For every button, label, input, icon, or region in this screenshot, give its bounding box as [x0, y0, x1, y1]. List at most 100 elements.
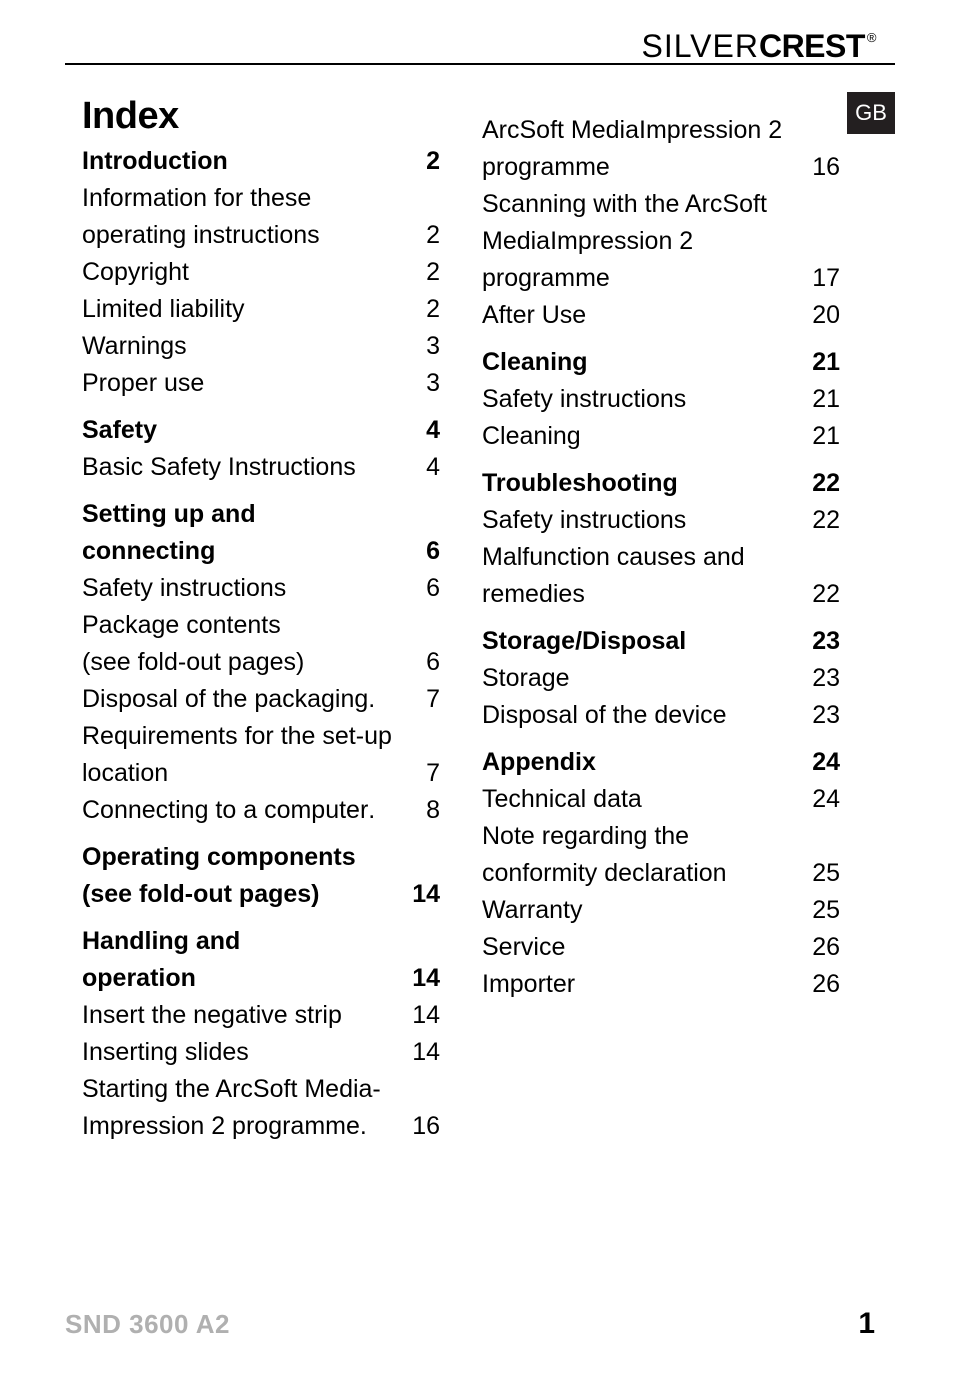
toc-entry-page: 23: [810, 660, 840, 697]
toc-entry: Copyright2: [82, 254, 440, 291]
toc-entry: programme16: [482, 149, 840, 186]
toc-entry: (see fold-out pages) 14: [82, 876, 440, 913]
toc-line: Scanning with the ArcSoft: [482, 186, 840, 223]
toc-line: Requirements for the set-up: [82, 718, 440, 755]
toc-entry-label: Safety instructions: [82, 570, 286, 607]
brand-part2: CREST: [759, 28, 865, 64]
header-rule: [65, 63, 895, 65]
toc-entry-label: Disposal of the device: [482, 697, 727, 734]
toc-entry-page: 16: [410, 1108, 440, 1145]
toc-entry-label: Safety instructions: [482, 381, 686, 418]
toc-entry-page: 6: [424, 533, 440, 570]
toc-line: Information for these: [82, 180, 440, 217]
toc-entry: Warranty 25: [482, 892, 840, 929]
toc-entry-label: Limited liability: [82, 291, 245, 328]
toc-entry-label: Impression 2 programme: [82, 1108, 360, 1145]
toc-entry: Basic Safety Instructions 4: [82, 449, 440, 486]
toc-entry-page: 8: [424, 792, 440, 829]
toc-entry-page: 4: [424, 449, 440, 486]
toc-entry-label: location: [82, 755, 168, 792]
toc-entry-label: Basic Safety Instructions: [82, 449, 356, 486]
toc-entry-label: After Use: [482, 297, 586, 334]
toc-entry-label: Technical data: [482, 781, 642, 818]
toc-entry-label: Warnings: [82, 328, 187, 365]
toc-entry-label: Service: [482, 929, 565, 966]
toc-entry-page: 24: [810, 781, 840, 818]
toc-entry: connecting 6: [82, 533, 440, 570]
toc-entry-label: programme: [482, 260, 610, 297]
toc-entry-label: Appendix: [482, 744, 596, 781]
brand-logo: SILVERCREST®: [642, 28, 876, 65]
toc-entry: Introduction2: [82, 143, 440, 180]
toc-entry: Safety instructions22: [482, 502, 840, 539]
toc-entry-page: 22: [810, 576, 840, 613]
toc-entry-page: 24: [810, 744, 840, 781]
footer: SND 3600 A2 1: [65, 1307, 875, 1341]
page-number: 1: [858, 1307, 875, 1341]
toc-entry-label: (see fold-out pages): [82, 876, 320, 913]
toc-line: Package contents: [82, 607, 440, 644]
toc-entry-label: (see fold-out pages): [82, 644, 304, 681]
toc-entry-page: 14: [410, 1034, 440, 1071]
toc-entry: operation14: [82, 960, 440, 997]
toc-entry: Warnings 3: [82, 328, 440, 365]
toc-entry: (see fold-out pages) 6: [82, 644, 440, 681]
toc-line: Setting up and: [82, 496, 440, 533]
toc-line: Note regarding the: [482, 818, 840, 855]
toc-entry: Troubleshooting 22: [482, 465, 840, 502]
toc-entry-page: 26: [810, 929, 840, 966]
toc-entry: Disposal of the device 23: [482, 697, 840, 734]
toc-entry-label: operation: [82, 960, 196, 997]
toc-entry-label: Proper use: [82, 365, 204, 402]
toc-line: Operating components: [82, 839, 440, 876]
toc-entry-page: 2: [424, 291, 440, 328]
toc-entry: conformity declaration 25: [482, 855, 840, 892]
toc-entry-page: 21: [810, 381, 840, 418]
toc-line: Starting the ArcSoft Media-: [82, 1071, 440, 1108]
toc-entry-label: operating instructions: [82, 217, 320, 254]
toc-entry: Connecting to a computer . 8: [82, 792, 440, 829]
toc-entry-page: 6: [424, 644, 440, 681]
toc-line: Malfunction causes and: [482, 539, 840, 576]
toc-entry-label: Safety instructions: [482, 502, 686, 539]
toc-entry-label: conformity declaration: [482, 855, 727, 892]
toc-entry-label: Inserting slides: [82, 1034, 249, 1071]
toc-entry-page: 23: [810, 623, 840, 660]
toc-entry-page: 25: [810, 855, 840, 892]
toc-entry: After Use 20: [482, 297, 840, 334]
model-number: SND 3600 A2: [65, 1309, 230, 1340]
toc-entry-page: 25: [810, 892, 840, 929]
toc-entry: Inserting slides 14: [82, 1034, 440, 1071]
toc-entry: Appendix 24: [482, 744, 840, 781]
toc-entry-page: 21: [810, 344, 840, 381]
toc-entry-label: Cleaning: [482, 344, 588, 381]
language-tab: GB: [847, 92, 895, 134]
toc-entry: Importer 26: [482, 966, 840, 1003]
toc-entry-page: 21: [810, 418, 840, 455]
toc-entry: remedies 22: [482, 576, 840, 613]
toc-entry-label: remedies: [482, 576, 585, 613]
toc-entry: Disposal of the packaging . 7: [82, 681, 440, 718]
toc-line: ArcSoft MediaImpression 2: [482, 112, 840, 149]
toc-entry-label: Introduction: [82, 143, 228, 180]
toc-entry-label: Connecting to a computer: [82, 792, 368, 829]
toc-entry-page: 17: [810, 260, 840, 297]
toc-entry-page: 3: [424, 328, 440, 365]
toc-entry-page: 2: [424, 254, 440, 291]
toc-entry: Storage 23: [482, 660, 840, 697]
toc-entry: programme 17: [482, 260, 840, 297]
toc-entry: Safety4: [82, 412, 440, 449]
toc-entry-page: 7: [424, 681, 440, 718]
toc-line: Handling and: [82, 923, 440, 960]
toc-entry-page: 26: [810, 966, 840, 1003]
toc-line: MediaImpression 2: [482, 223, 840, 260]
toc-entry-page: 16: [810, 149, 840, 186]
toc-entry: Insert the negative strip14: [82, 997, 440, 1034]
toc-entry-page: 14: [410, 876, 440, 913]
toc-entry-page: 20: [810, 297, 840, 334]
toc-entry-label: Storage: [482, 660, 570, 697]
toc-entry-label: Storage/Disposal: [482, 623, 686, 660]
column-right: ArcSoft MediaImpression 2programme16Scan…: [482, 95, 840, 1145]
toc-entry: Impression 2 programme . 16: [82, 1108, 440, 1145]
toc-entry: Proper use3: [82, 365, 440, 402]
